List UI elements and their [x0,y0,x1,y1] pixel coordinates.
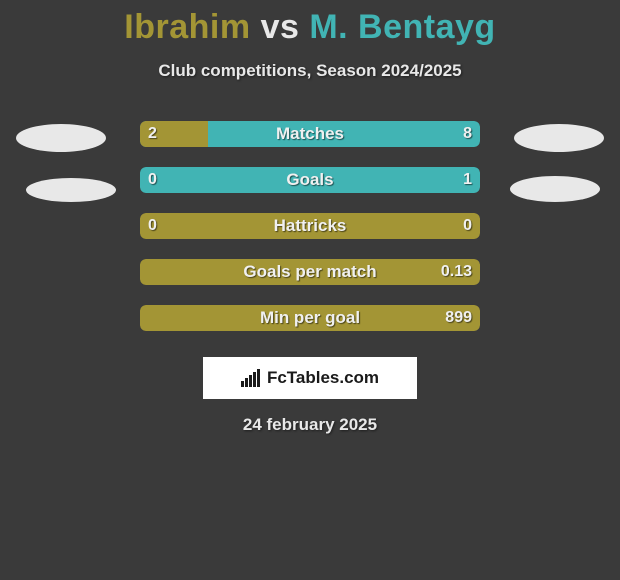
stat-row: Goals per match0.13 [0,249,620,295]
stat-label: Matches [140,121,480,147]
logo: FcTables.com [241,368,379,388]
stat-label: Goals per match [140,259,480,285]
stat-value-right: 1 [463,167,472,193]
logo-box[interactable]: FcTables.com [203,357,417,399]
stat-value-left: 0 [148,167,157,193]
stat-row: Goals0 1 [0,157,620,203]
stat-value-right: 899 [445,305,472,331]
comparison-title: Ibrahim vs M. Bentayg [0,0,620,47]
stat-value-right: 0 [463,213,472,239]
logo-chart-icon [241,369,263,387]
stat-value-right: 8 [463,121,472,147]
stat-row: Min per goal899 [0,295,620,341]
stats-container: Matches28Goals01Hattricks00Goals per mat… [0,111,620,341]
subtitle: Club competitions, Season 2024/2025 [0,61,620,81]
player1-name: Ibrahim [124,8,250,46]
date-text: 24 february 2025 [0,415,620,435]
stat-row: Matches2 8 [0,111,620,157]
stat-bar: Goals0 1 [140,167,480,193]
stat-bar: Goals per match0.13 [140,259,480,285]
stat-value-left: 0 [148,213,157,239]
stat-bar: Hattricks0 0 [140,213,480,239]
stat-bar: Min per goal899 [140,305,480,331]
player2-name: M. Bentayg [309,8,495,46]
stat-bar: Matches2 8 [140,121,480,147]
stat-value-right: 0.13 [441,259,472,285]
stat-row: Hattricks0 0 [0,203,620,249]
stat-label: Hattricks [140,213,480,239]
stat-label: Goals [140,167,480,193]
logo-text: FcTables.com [267,368,379,388]
vs-text: vs [261,8,300,46]
stat-value-left: 2 [148,121,157,147]
stat-label: Min per goal [140,305,480,331]
